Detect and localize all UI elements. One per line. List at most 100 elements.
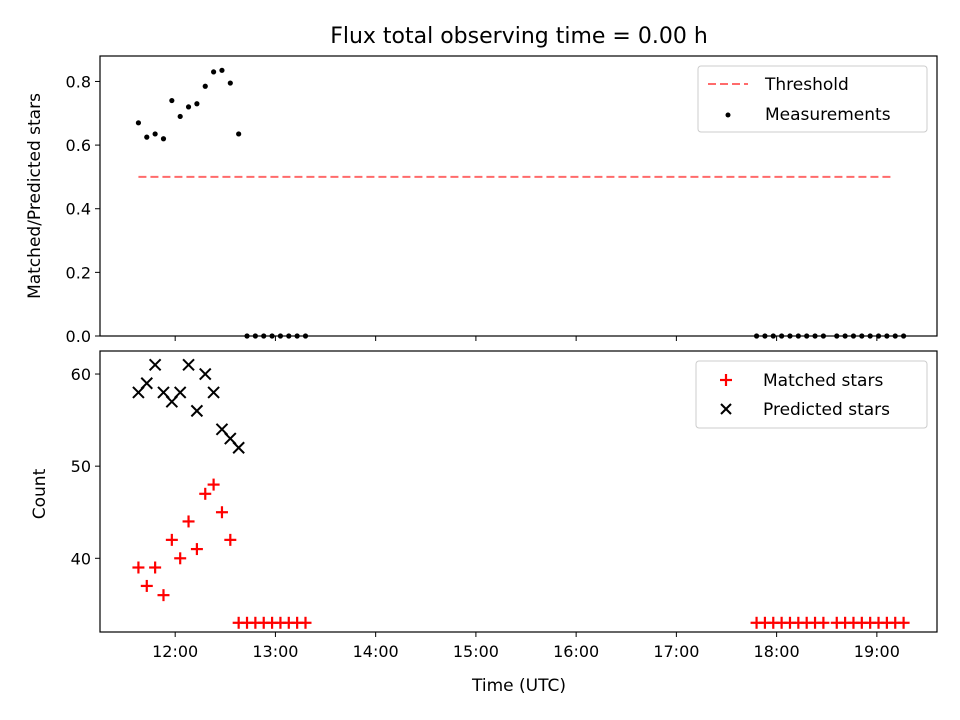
matched-legend-marker (720, 374, 732, 386)
measurements-point (202, 83, 208, 89)
predicted-stars-marker (140, 377, 153, 390)
predicted-legend-label: Predicted stars (763, 400, 890, 420)
measurements-point (219, 67, 225, 73)
predicted-stars-marker (190, 404, 204, 418)
measurements-point (227, 80, 233, 86)
measurements-point (244, 333, 250, 339)
predicted-stars-marker (199, 367, 212, 381)
measurements-point (787, 333, 793, 339)
measurements-point (779, 333, 785, 339)
measurements-point (252, 333, 258, 339)
bottom-y-tick-label: 50 (71, 457, 91, 476)
top-y-tick-label: 0.8 (66, 72, 91, 91)
matched-stars-marker (199, 487, 212, 500)
measurements-point (177, 113, 183, 120)
x-tick-label: 17:00 (653, 642, 699, 661)
measurements-point (795, 333, 801, 339)
measurements-legend-label: Measurements (765, 105, 891, 125)
matched-legend-label: Matched stars (763, 371, 883, 391)
matched-stars-marker (215, 506, 228, 519)
bottom-y-tick-label: 40 (71, 549, 91, 568)
matched-stars-marker (817, 616, 830, 629)
predicted-stars-marker (207, 386, 220, 399)
measurements-point (302, 333, 309, 339)
measurements-point (770, 333, 776, 339)
measurements-point (152, 131, 158, 137)
measurements-point (194, 101, 200, 107)
measurements-point (812, 333, 818, 339)
measurements-point (850, 333, 857, 339)
x-tick-label: 14:00 (353, 642, 399, 661)
matched-stars-marker (182, 515, 195, 528)
x-tick-label: 16:00 (553, 642, 599, 661)
figure-title: Flux total observing time = 0.00 h (330, 24, 708, 49)
matched-stars-marker (897, 616, 910, 629)
bottom-axes-frame (99, 350, 938, 633)
matched-stars-marker (190, 543, 203, 556)
measurements-point (294, 333, 300, 339)
measurements-point (144, 134, 150, 140)
threshold-legend-label: Threshold (764, 75, 849, 95)
predicted-stars-marker (182, 358, 195, 372)
measurements-point (884, 333, 890, 339)
measurements-point (236, 131, 242, 137)
top-y-tick-label: 0.2 (66, 263, 91, 282)
measurements-point (762, 333, 768, 339)
measurements-point (160, 136, 167, 142)
measurements-point (185, 104, 192, 110)
matched-stars-marker (224, 533, 237, 546)
matched-stars-marker (132, 561, 145, 574)
predicted-stars-marker (232, 441, 245, 454)
top-y-tick-label: 0.6 (66, 136, 91, 155)
measurements-point (286, 333, 292, 339)
top-y-axis-label: Matched/Predicted stars (25, 93, 45, 299)
bottom-panel: 12:00 13:00 14:00 15:00 16:00 17:00 18:00 19:00… (30, 350, 938, 661)
measurements-point (277, 333, 284, 339)
measurements-point (867, 333, 873, 339)
top-axes-frame (99, 55, 938, 337)
matched-stars-marker (299, 616, 312, 629)
matched-stars-marker (149, 561, 162, 574)
measurements-point (135, 120, 142, 126)
top-panel: 0.0 0.2 0.4 0.6 0.8 Threshold Measurements M… (25, 55, 938, 346)
measurements-point (804, 333, 810, 339)
top-legend-box (697, 65, 928, 133)
x-tick-label: 18:00 (754, 642, 800, 661)
measurements-point (892, 333, 898, 339)
x-tick-label: 12:00 (152, 642, 198, 661)
bottom-y-tick-label: 60 (71, 365, 91, 384)
x-axis-label: Time (UTC) (471, 676, 566, 696)
measurements-point (169, 97, 175, 104)
predicted-stars-marker (148, 358, 162, 372)
bottom-y-axis-label: Count (30, 468, 50, 519)
bottom-legend: Matched stars Predicted stars (695, 360, 928, 429)
x-tick-label: 15:00 (453, 642, 499, 661)
top-legend: Threshold Measurements (697, 65, 928, 133)
matched-stars-marker (207, 478, 220, 491)
top-plot-area: 0.0 0.2 0.4 0.6 0.8 (66, 55, 938, 346)
bottom-plot-area: 12:00 13:00 14:00 15:00 16:00 17:00 18:00 19:00… (71, 350, 938, 661)
top-y-tick-label: 0.0 (66, 327, 91, 346)
matched-stars-marker (174, 552, 187, 565)
measurements-point (842, 333, 848, 339)
measurements-point (900, 333, 907, 339)
matched-stars-marker (165, 533, 178, 546)
matched-stars-marker (157, 589, 170, 602)
x-tick-label: 13:00 (252, 642, 298, 661)
top-y-tick-label: 0.4 (66, 200, 91, 219)
matched-stars-marker (140, 579, 153, 592)
bottom-legend-box (695, 360, 928, 429)
measurements-point (269, 333, 275, 339)
predicted-legend-marker (720, 403, 732, 415)
measurements-point (834, 333, 840, 339)
measurements-point (753, 333, 760, 339)
x-tick-label: 19:00 (854, 642, 900, 661)
measurements-point (211, 69, 217, 75)
measurements-point (875, 333, 882, 339)
measurements-legend-marker (725, 112, 731, 118)
measurements-point (261, 333, 267, 339)
predicted-stars-marker (173, 386, 187, 399)
measurements-point (859, 333, 865, 339)
measurements-point (820, 333, 826, 339)
